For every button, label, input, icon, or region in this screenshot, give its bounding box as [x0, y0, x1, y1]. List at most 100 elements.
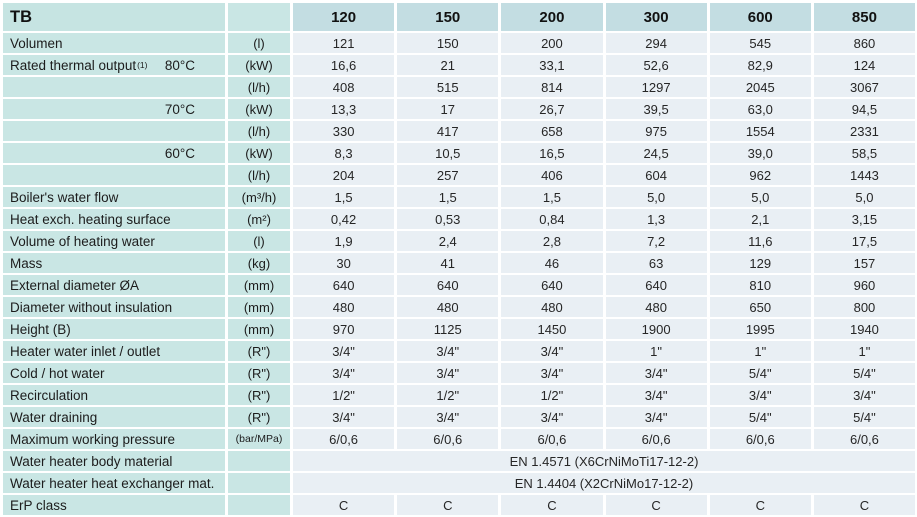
value-cell: 157	[813, 253, 916, 273]
value-cell: 0,42	[293, 209, 395, 229]
table-row: Mass (kg) 30 41 46 63 129 157	[3, 253, 916, 273]
unit-cell: (l)	[228, 231, 290, 251]
value-cell: 3/4"	[397, 341, 499, 361]
table-row: Recirculation (R") 1/2" 1/2" 1/2" 3/4" 3/4" 3/4…	[3, 385, 916, 405]
value-cell: 406	[501, 165, 603, 185]
row-label-cell: Maximum working pressure	[3, 429, 225, 449]
value-cell: 1/2"	[397, 385, 499, 405]
value-cell: 640	[605, 275, 707, 295]
row-label-cell: Recirculation	[3, 385, 225, 405]
row-label: ErP class	[10, 497, 67, 513]
unit-cell: (l/h)	[228, 165, 290, 185]
model-header-150: 150	[397, 3, 499, 31]
value-cell: 3/4"	[501, 407, 603, 427]
value-cell: 8,3	[293, 143, 395, 163]
row-label-cell: Volume of heating water	[3, 231, 225, 251]
value-cell: 640	[397, 275, 499, 295]
value-cell: 3/4"	[293, 407, 395, 427]
unit-cell: (kW)	[228, 143, 290, 163]
value-cell: 11,6	[709, 231, 811, 251]
value-cell: 1,9	[293, 231, 395, 251]
value-cell: 63	[605, 253, 707, 273]
value-cell: 3/4"	[397, 407, 499, 427]
row-label: External diameter ØA	[10, 277, 140, 293]
value-cell: 658	[501, 121, 603, 141]
value-cell: 3/4"	[501, 363, 603, 383]
value-cell: 33,1	[501, 55, 603, 75]
unit-header-cell	[228, 3, 290, 31]
row-label-cell	[3, 77, 225, 97]
value-cell: 2,8	[501, 231, 603, 251]
unit-cell: (l/h)	[228, 121, 290, 141]
row-label-cell: ErP class	[3, 495, 225, 515]
row-label-cell: Height (B)	[3, 319, 225, 339]
value-cell: 1,3	[605, 209, 707, 229]
unit-cell: (m²)	[228, 209, 290, 229]
value-cell: 1,5	[293, 187, 395, 207]
row-label: Recirculation	[10, 387, 89, 403]
value-cell: C	[709, 495, 811, 515]
value-cell: 814	[501, 77, 603, 97]
value-cell: 5,0	[709, 187, 811, 207]
row-label-cell: External diameter ØA	[3, 275, 225, 295]
row-label: Water draining	[10, 409, 98, 425]
temperature-label: 80°C	[164, 57, 195, 73]
unit-cell: (R")	[228, 363, 290, 383]
table-row: 60°C (kW) 8,3 10,5 16,5 24,5 39,0 58,5	[3, 143, 916, 163]
value-cell: 6/0,6	[813, 429, 916, 449]
value-cell: 960	[813, 275, 916, 295]
value-cell: 150	[397, 33, 499, 53]
value-cell: 5/4"	[813, 407, 916, 427]
value-cell: 1"	[605, 341, 707, 361]
value-cell: 10,5	[397, 143, 499, 163]
value-cell: 13,3	[293, 99, 395, 119]
corner-cell: TB	[3, 3, 225, 31]
row-label-cell: Heater water inlet / outlet	[3, 341, 225, 361]
row-label: Cold / hot water	[10, 365, 105, 381]
value-cell: 257	[397, 165, 499, 185]
unit-cell	[228, 451, 290, 471]
value-cell: 58,5	[813, 143, 916, 163]
unit-cell: (kg)	[228, 253, 290, 273]
value-cell: 17,5	[813, 231, 916, 251]
row-label-cell: Water draining	[3, 407, 225, 427]
temperature-label: 70°C	[164, 101, 195, 117]
unit-cell: (mm)	[228, 297, 290, 317]
value-cell: 640	[293, 275, 395, 295]
header-row: TB 120 150 200 300 600 850	[3, 3, 916, 31]
value-cell: 1450	[501, 319, 603, 339]
row-label: Water heater heat exchanger mat.	[10, 475, 215, 491]
value-cell: 1940	[813, 319, 916, 339]
value-cell: 17	[397, 99, 499, 119]
row-label-cell: Diameter without insulation	[3, 297, 225, 317]
row-label-cell: Rated thermal output (1) 80°C	[3, 55, 225, 75]
row-label-cell	[3, 165, 225, 185]
value-cell: 1"	[813, 341, 916, 361]
value-cell: 3,15	[813, 209, 916, 229]
table-row: External diameter ØA (mm) 640 640 640 640 810 9…	[3, 275, 916, 295]
value-cell: 515	[397, 77, 499, 97]
row-label-cell: Mass	[3, 253, 225, 273]
temperature-label: 60°C	[164, 145, 195, 161]
value-cell: 52,6	[605, 55, 707, 75]
value-cell: 480	[293, 297, 395, 317]
value-cell: 3/4"	[397, 363, 499, 383]
value-cell: 39,5	[605, 99, 707, 119]
row-label: Maximum working pressure	[10, 431, 176, 447]
value-cell: 480	[605, 297, 707, 317]
row-label: Volumen	[10, 35, 63, 51]
unit-cell: (kW)	[228, 55, 290, 75]
value-cell: 975	[605, 121, 707, 141]
value-cell: 5/4"	[709, 363, 811, 383]
row-label: Boiler's water flow	[10, 189, 119, 205]
value-cell: 408	[293, 77, 395, 97]
value-cell: 124	[813, 55, 916, 75]
row-label-cell: Heat exch. heating surface	[3, 209, 225, 229]
model-header-850: 850	[813, 3, 916, 31]
row-label-cell: 70°C	[3, 99, 225, 119]
row-label-cell: Cold / hot water	[3, 363, 225, 383]
value-cell: 6/0,6	[397, 429, 499, 449]
table-row: Water heater heat exchanger mat. EN 1.440…	[3, 473, 915, 493]
table-row: Height (B) (mm) 970 1125 1450 1900 1995 1940	[3, 319, 916, 339]
